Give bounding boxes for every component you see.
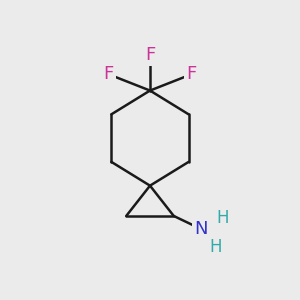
Text: H: H bbox=[209, 238, 222, 256]
Text: F: F bbox=[103, 65, 113, 83]
Text: F: F bbox=[187, 65, 197, 83]
Text: N: N bbox=[194, 220, 207, 238]
Text: F: F bbox=[145, 46, 155, 64]
Text: H: H bbox=[217, 209, 229, 227]
